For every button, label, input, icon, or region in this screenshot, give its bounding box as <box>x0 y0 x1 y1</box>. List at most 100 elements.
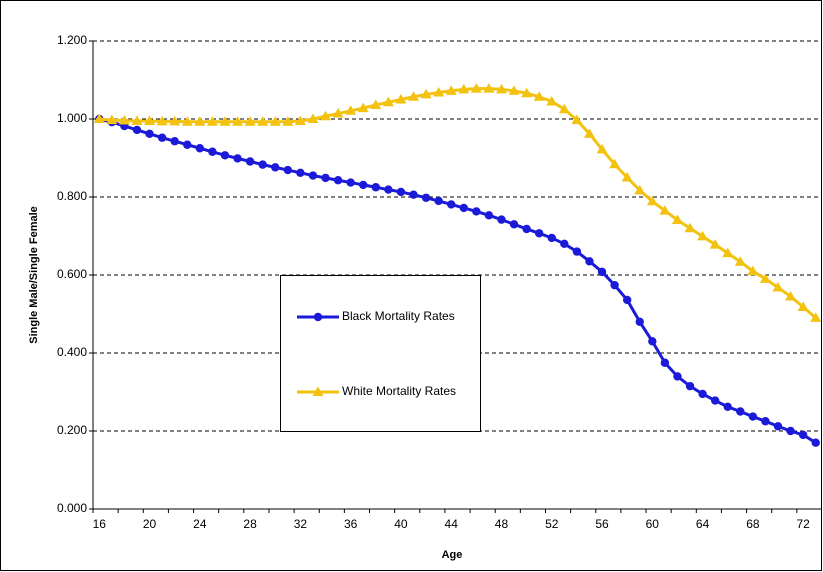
data-point <box>396 187 406 197</box>
data-point <box>522 224 531 234</box>
data-point <box>635 317 644 326</box>
data-point <box>332 108 344 118</box>
data-point <box>420 88 432 99</box>
data-point <box>434 196 443 206</box>
data-point <box>547 233 556 243</box>
y-axis-label: Single Male/Single Female <box>28 206 40 344</box>
data-point <box>621 172 633 182</box>
series <box>95 114 820 447</box>
data-point <box>610 280 619 290</box>
data-point <box>421 193 431 202</box>
data-point <box>384 185 393 194</box>
data-point <box>761 417 770 426</box>
data-point <box>736 407 745 416</box>
data-point <box>722 247 734 258</box>
data-point <box>521 87 533 98</box>
data-point <box>258 160 267 169</box>
data-point <box>671 214 683 225</box>
x-tick-label: 16 <box>93 517 107 531</box>
data-point <box>307 113 319 123</box>
data-point <box>93 113 105 123</box>
data-point <box>195 144 205 153</box>
data-point <box>798 430 808 440</box>
data-point <box>484 211 494 220</box>
data-point <box>106 114 118 125</box>
data-point <box>509 220 519 229</box>
data-point <box>534 229 544 238</box>
data-point <box>546 95 558 106</box>
data-point <box>370 99 382 109</box>
data-point <box>659 205 671 215</box>
data-point <box>132 125 142 135</box>
data-point <box>609 158 621 169</box>
y-tick-label: 1.000 <box>57 111 87 125</box>
data-point <box>220 151 230 160</box>
data-point <box>810 312 822 322</box>
legend-label: White Mortality Rates <box>342 384 456 398</box>
data-point <box>282 116 294 126</box>
data-point <box>359 180 368 190</box>
y-tick-label: 0.200 <box>57 423 87 437</box>
x-tick-label: 68 <box>746 517 760 531</box>
data-point <box>685 381 695 391</box>
data-point <box>648 337 657 346</box>
data-point <box>748 412 758 421</box>
data-point <box>294 115 306 125</box>
data-point <box>734 256 746 266</box>
data-point <box>773 422 783 431</box>
data-point <box>244 116 256 126</box>
x-tick-label: 44 <box>445 517 459 531</box>
data-point <box>560 239 569 248</box>
data-point <box>144 115 156 125</box>
data-point <box>583 128 595 138</box>
y-tick-label: 0.600 <box>57 267 87 281</box>
data-point <box>747 265 759 276</box>
x-tick-label: 72 <box>796 517 810 531</box>
data-point <box>508 85 520 95</box>
data-point <box>157 133 167 142</box>
y-tick-label: 0.400 <box>57 345 87 359</box>
data-point <box>345 105 357 115</box>
data-point <box>497 215 506 224</box>
data-point <box>371 183 381 192</box>
data-point <box>458 83 470 94</box>
legend-marker <box>312 386 324 396</box>
x-tick-label: 36 <box>344 517 358 531</box>
data-point <box>346 178 355 187</box>
data-point <box>283 165 293 175</box>
data-point <box>698 389 707 399</box>
legend-label: Black Mortality Rates <box>342 309 455 323</box>
data-point <box>181 116 193 126</box>
data-point <box>145 129 154 139</box>
data-point <box>797 301 809 311</box>
y-tick-label: 0.000 <box>57 501 87 515</box>
data-point <box>585 257 594 266</box>
x-tick-label: 56 <box>595 517 609 531</box>
data-point <box>483 83 495 93</box>
data-point <box>447 200 456 209</box>
data-point <box>697 230 709 241</box>
data-point <box>257 116 269 126</box>
data-point <box>131 115 143 125</box>
data-point <box>710 396 720 405</box>
data-point <box>786 426 795 436</box>
data-point <box>408 91 420 101</box>
data-point <box>723 402 732 412</box>
data-point <box>772 281 784 292</box>
data-point <box>245 157 255 166</box>
data-point <box>232 116 244 126</box>
data-point <box>572 247 582 256</box>
data-point <box>269 116 281 126</box>
data-point <box>395 94 407 104</box>
data-point <box>634 184 646 195</box>
data-point <box>321 173 330 183</box>
data-point <box>445 85 457 95</box>
data-point <box>673 372 682 381</box>
x-tick-label: 48 <box>495 517 509 531</box>
data-point <box>156 115 168 126</box>
legend-box <box>280 275 481 432</box>
x-tick-label: 24 <box>193 517 207 531</box>
data-point <box>472 207 481 216</box>
data-point <box>206 116 218 126</box>
